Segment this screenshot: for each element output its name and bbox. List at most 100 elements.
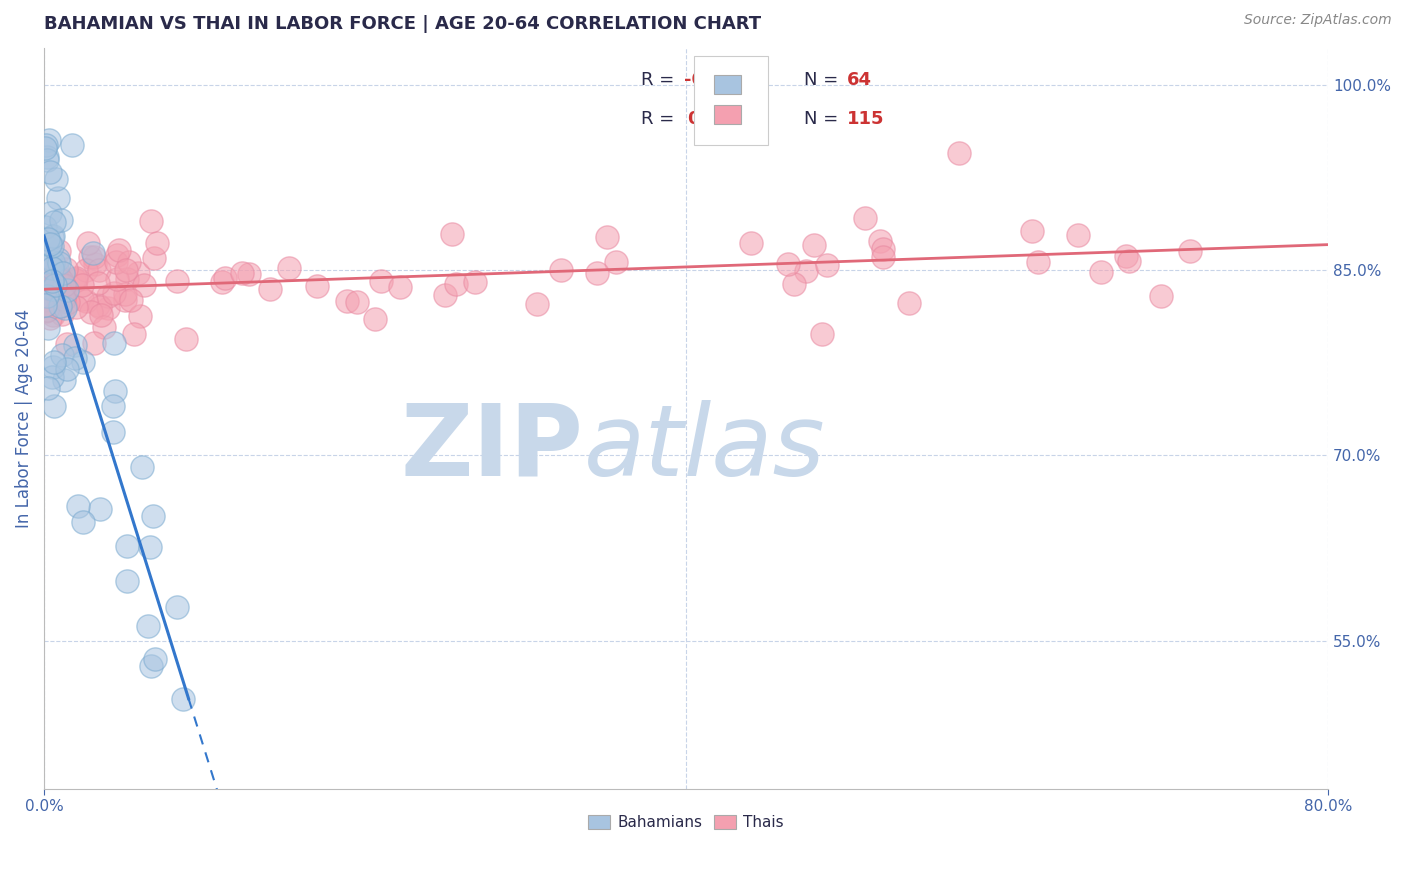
Point	[60, 138, 83, 153]
Point	[39, 241, 62, 255]
Point	[115, 272, 138, 286]
Point	[117, 574, 139, 588]
Point	[37, 278, 59, 293]
Point	[1178, 244, 1201, 258]
Point	[783, 277, 806, 291]
Point	[259, 282, 281, 296]
Point	[77, 235, 100, 250]
Text: R =: R =	[641, 110, 681, 128]
Text: ZIP: ZIP	[401, 400, 583, 497]
Point	[82, 245, 104, 260]
Point	[67, 499, 90, 513]
Point	[41, 230, 63, 244]
Point	[231, 266, 253, 280]
Point	[44, 262, 66, 277]
Point	[46, 191, 69, 205]
Point	[872, 242, 894, 256]
Point	[41, 274, 63, 288]
Point	[48, 269, 70, 284]
Point	[72, 278, 94, 293]
Point	[35, 239, 58, 253]
Point	[72, 355, 94, 369]
Point	[46, 252, 69, 266]
Point	[35, 304, 58, 318]
Point	[35, 271, 58, 285]
Text: Source: ZipAtlas.com: Source: ZipAtlas.com	[1244, 13, 1392, 28]
Point	[37, 381, 59, 395]
Point	[143, 652, 166, 666]
Point	[141, 509, 163, 524]
Point	[39, 165, 62, 179]
Point	[72, 515, 94, 529]
Text: 0.332: 0.332	[688, 110, 744, 128]
Point	[35, 138, 58, 153]
Point	[853, 211, 876, 226]
Point	[122, 327, 145, 342]
Point	[72, 292, 94, 306]
Point	[37, 150, 59, 164]
Text: 64: 64	[846, 71, 872, 89]
Point	[89, 502, 111, 516]
Point	[103, 399, 125, 413]
Point	[87, 262, 110, 277]
Point	[42, 229, 65, 244]
Point	[48, 244, 70, 258]
Point	[35, 153, 58, 167]
Point	[803, 237, 825, 252]
Point	[63, 338, 86, 352]
Point	[1150, 288, 1173, 302]
Point	[75, 263, 97, 277]
Point	[586, 266, 609, 280]
Point	[39, 310, 62, 325]
Point	[83, 335, 105, 350]
Point	[37, 293, 59, 308]
Y-axis label: In Labor Force | Age 20-64: In Labor Force | Age 20-64	[15, 309, 32, 528]
Point	[526, 297, 548, 311]
Point	[84, 257, 107, 271]
Point	[44, 277, 66, 292]
Point	[34, 298, 56, 312]
Point	[63, 271, 86, 285]
Point	[433, 288, 456, 302]
Point	[52, 266, 75, 280]
Point	[41, 261, 63, 276]
Point	[136, 619, 159, 633]
Point	[39, 237, 62, 252]
Point	[815, 258, 838, 272]
Point	[53, 292, 76, 306]
Point	[1067, 227, 1090, 242]
Point	[278, 261, 301, 276]
Point	[42, 400, 65, 414]
Point	[49, 299, 72, 313]
Point	[80, 305, 103, 319]
Point	[336, 294, 359, 309]
Text: 115: 115	[846, 110, 884, 128]
Point	[605, 255, 627, 269]
Point	[53, 298, 76, 312]
Point	[872, 250, 894, 264]
Point	[48, 295, 70, 310]
Point	[37, 288, 59, 302]
Point	[44, 268, 66, 283]
Point	[118, 255, 141, 269]
Point	[34, 219, 56, 234]
Point	[42, 360, 65, 375]
Point	[363, 311, 385, 326]
Point	[41, 238, 63, 252]
Point	[869, 234, 891, 248]
Point	[174, 332, 197, 346]
Point	[34, 255, 56, 269]
Point	[52, 278, 75, 293]
Point	[464, 275, 486, 289]
Point	[114, 293, 136, 307]
Point	[143, 251, 166, 265]
Point	[39, 252, 62, 266]
Point	[58, 294, 80, 309]
Point	[811, 326, 834, 341]
Point	[103, 425, 125, 439]
Point	[51, 287, 73, 301]
Text: R =: R =	[641, 71, 681, 89]
Point	[172, 692, 194, 706]
Point	[65, 270, 87, 285]
Point	[166, 600, 188, 615]
